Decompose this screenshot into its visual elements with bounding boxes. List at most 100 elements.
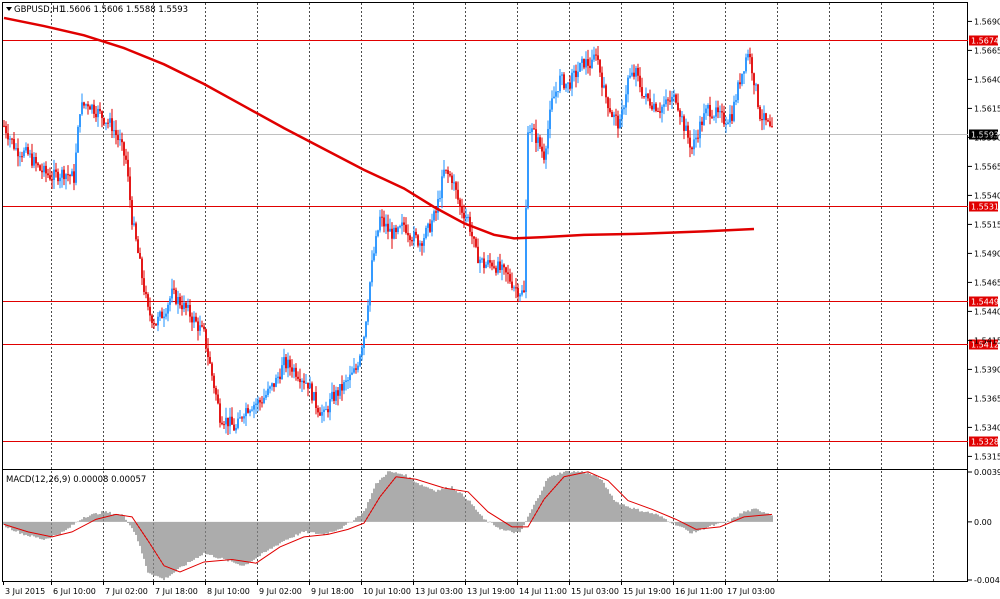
candle [493, 259, 495, 270]
macd-bar [287, 521, 289, 540]
macd-bar [471, 504, 473, 522]
macd-bar [699, 521, 701, 531]
macd-bar [391, 472, 393, 522]
macd-bar [345, 521, 347, 525]
macd-bar [315, 521, 317, 534]
macd-tick-label: 0.00398 [974, 468, 1000, 477]
macd-bar [263, 521, 265, 553]
macd-bar [387, 471, 389, 522]
candle [261, 395, 263, 408]
candle [389, 218, 391, 232]
candle [545, 145, 547, 169]
macd-bar [279, 521, 281, 544]
candle [121, 132, 123, 151]
candle [295, 363, 297, 381]
macd-bar [499, 521, 501, 530]
candle [343, 379, 345, 395]
candle [21, 151, 23, 162]
candle [173, 280, 175, 295]
candle [135, 221, 137, 242]
macd-bar [129, 521, 131, 526]
macd-bar [67, 521, 69, 529]
candle [363, 335, 365, 356]
candle [369, 281, 371, 312]
macd-bar [485, 519, 487, 522]
candle [523, 280, 525, 293]
candle [479, 256, 481, 273]
macd-bar [509, 521, 511, 531]
candle [201, 320, 203, 328]
candle [615, 108, 617, 126]
candle [715, 100, 717, 124]
y-tick-label: 1.5365 [974, 394, 1000, 403]
candle [341, 375, 343, 401]
macd-bar [557, 474, 559, 522]
candle [175, 287, 177, 306]
candle [255, 398, 257, 415]
candle [431, 213, 433, 237]
macd-bar [631, 508, 633, 522]
macd-bar [729, 521, 731, 523]
macd-bar [165, 521, 167, 578]
candle [105, 122, 107, 131]
candle [169, 296, 171, 312]
candle [361, 345, 363, 361]
candle [473, 236, 475, 248]
macd-bar [197, 521, 199, 558]
macd-bar [359, 516, 361, 522]
dropdown-arrow-icon[interactable] [6, 7, 12, 11]
candle [757, 83, 759, 110]
macd-bar [357, 516, 359, 522]
candle [631, 64, 633, 78]
macd-bar [141, 521, 143, 554]
candle [413, 226, 415, 247]
candle [437, 190, 439, 220]
macd-bar [677, 521, 679, 526]
candle [527, 126, 529, 210]
candle [739, 73, 741, 89]
macd-bar [381, 477, 383, 522]
macd-bar [371, 493, 373, 522]
macd-bar [591, 475, 593, 522]
macd-bar [131, 521, 133, 529]
macd-bar [681, 521, 683, 528]
macd-bar [481, 515, 483, 522]
candle [291, 359, 293, 378]
macd-bar [343, 521, 345, 526]
candle [649, 89, 651, 109]
macd-bar [61, 521, 63, 532]
chart-header: GBPUSD,H1 1.5606 1.5606 1.5588 1.5593 [6, 5, 188, 15]
candle [97, 105, 99, 127]
macd-bar [623, 504, 625, 522]
macd-bar [285, 521, 287, 540]
candle [3, 119, 5, 128]
macd-bar [291, 521, 293, 538]
candle [359, 353, 361, 368]
macd-bar [657, 514, 659, 522]
candle [629, 68, 631, 79]
macd-bar [163, 521, 165, 581]
macd-bar [365, 508, 367, 522]
candle [761, 109, 763, 131]
candle [755, 82, 757, 92]
candle [35, 152, 37, 172]
candle [549, 100, 551, 139]
level-tag [969, 436, 998, 447]
candle [93, 99, 95, 119]
macd-bar [735, 517, 737, 522]
macd-bar [383, 476, 385, 522]
candle [109, 112, 111, 128]
level-tag-label: 1.5412 [971, 341, 999, 350]
macd-bar [709, 521, 711, 526]
candle [99, 102, 101, 114]
macd-bar [675, 521, 677, 526]
macd-bar [403, 475, 405, 522]
macd-bar [177, 521, 179, 570]
candle [301, 378, 303, 393]
macd-bar [269, 521, 271, 549]
candle [511, 272, 513, 291]
macd-bar [531, 509, 533, 522]
macd-bar [79, 520, 81, 522]
macd-bar [7, 521, 9, 529]
